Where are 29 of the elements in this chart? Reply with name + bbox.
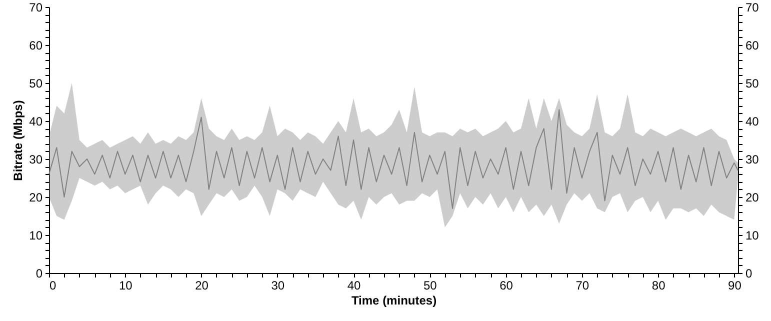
y2-tick-label: 50 <box>746 76 760 90</box>
y-tick-label: 50 <box>29 76 43 90</box>
y2-tick-label: 30 <box>746 152 760 166</box>
x-tick-label: 20 <box>195 278 209 292</box>
y2-tick-label: 10 <box>746 228 760 242</box>
x-tick-label: 10 <box>118 278 133 292</box>
x-tick-label: 40 <box>347 278 362 292</box>
y-tick-label: 10 <box>29 228 43 242</box>
y2-tick-label: 60 <box>746 38 760 52</box>
line-series <box>48 109 738 209</box>
y2-tick-label: 0 <box>746 266 752 280</box>
y-tick-label: 20 <box>29 190 43 204</box>
y-tick-label: 70 <box>29 0 43 14</box>
x-tick-label: 0 <box>50 278 56 292</box>
y2-tick-label: 20 <box>746 190 760 204</box>
x-tick-label: 60 <box>500 278 514 292</box>
y2-tick-label: 70 <box>746 0 760 14</box>
x-tick-label: 30 <box>271 278 285 292</box>
y-tick-label: 40 <box>29 114 43 128</box>
y-tick-label: 30 <box>29 152 43 166</box>
y-tick-label: 0 <box>36 266 43 280</box>
x-tick-label: 80 <box>652 278 666 292</box>
x-tick-label: 90 <box>728 278 742 292</box>
y2-tick-label: 40 <box>746 114 760 128</box>
x-axis-title: Time (minutes) <box>351 294 437 308</box>
x-tick-label: 70 <box>576 278 590 292</box>
y-axis-title: Bitrate (Mbps) <box>11 100 26 181</box>
x-tick-label: 50 <box>423 278 438 292</box>
y-tick-label: 60 <box>29 38 43 52</box>
